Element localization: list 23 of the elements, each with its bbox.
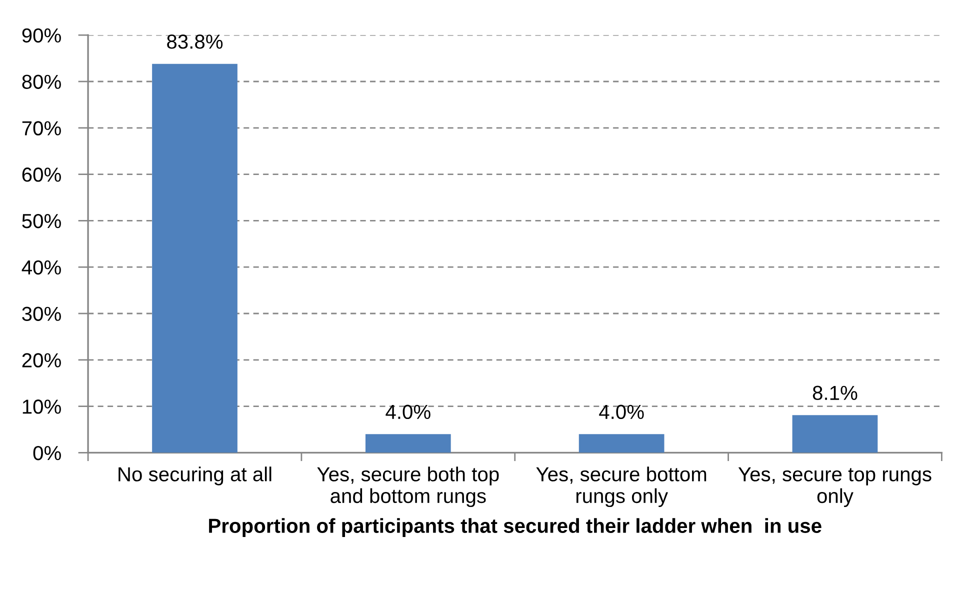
data-label: 83.8%	[167, 34, 223, 49]
y-tick-label: 0%	[33, 446, 61, 460]
data-label: 8.1%	[812, 386, 858, 400]
bar	[578, 434, 664, 453]
y-tick-label: 60%	[22, 168, 61, 182]
x-tick-label: Yes, secure both top and bottom rungs	[317, 466, 499, 508]
data-label: 4.0%	[599, 404, 644, 420]
y-tick-label: 50%	[22, 214, 61, 228]
bar	[152, 64, 238, 453]
x-tick-label: Yes, secure bottom rungs only	[536, 466, 706, 508]
y-tick-label: 20%	[22, 353, 61, 368]
bar	[365, 434, 451, 453]
y-tick-label: 30%	[22, 306, 61, 321]
x-tick-label: No securing at all	[118, 466, 272, 486]
y-tick-label: 70%	[22, 121, 61, 136]
y-tick-label: 40%	[22, 260, 61, 275]
x-tick-label: Yes, secure top rungs only	[738, 467, 932, 508]
x-axis-title: Proportion of participants that secured their ladder when in use	[209, 518, 822, 537]
data-label: 4.0%	[386, 404, 430, 420]
y-tick-label: 90%	[22, 28, 61, 43]
y-tick-label: 10%	[22, 400, 61, 414]
bar	[792, 415, 878, 453]
y-tick-label: 80%	[22, 74, 61, 89]
